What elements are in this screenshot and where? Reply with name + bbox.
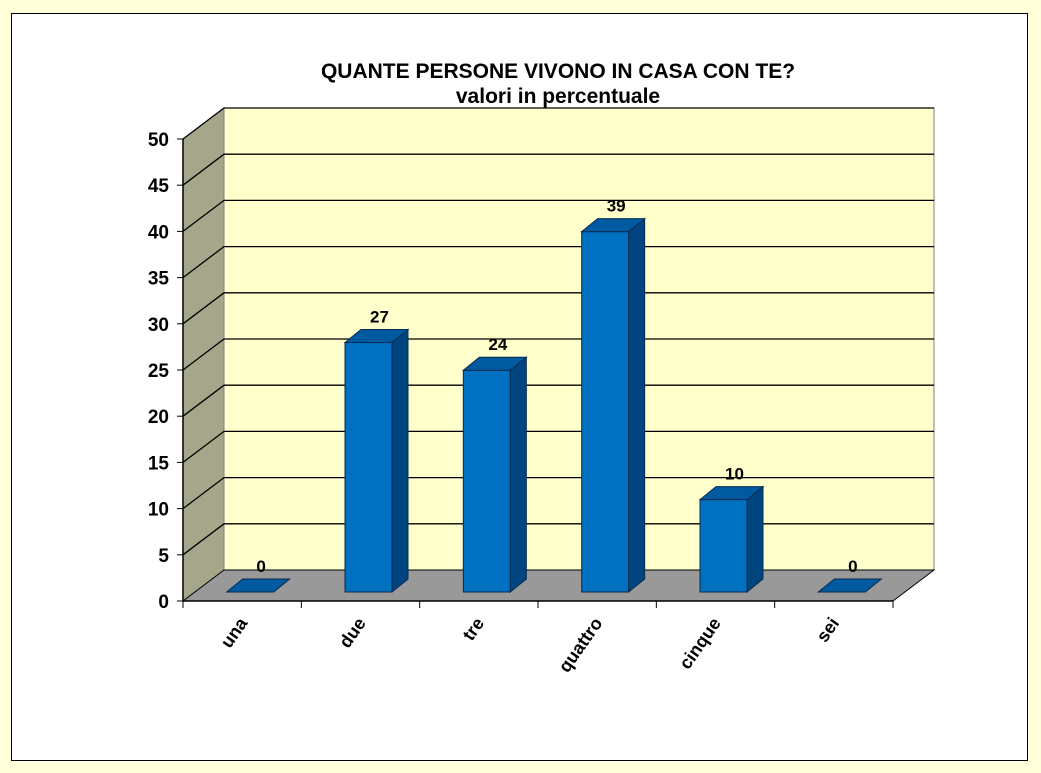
x-tick-label: quattro (554, 614, 606, 676)
bar-front (699, 499, 748, 593)
x-tick-label: sei (812, 614, 843, 646)
gridline (182, 523, 934, 556)
data-label: 10 (725, 465, 744, 484)
y-tick-label: 50 (148, 130, 169, 151)
bar-top (580, 218, 647, 233)
floor (181, 569, 936, 602)
gridline (182, 107, 934, 140)
bar-top (461, 356, 528, 371)
x-tick-label: tre (459, 614, 489, 644)
data-label: 39 (607, 197, 626, 216)
gridline (182, 384, 934, 417)
y-tick-label: 25 (148, 361, 170, 382)
data-label: 0 (848, 557, 857, 576)
y-tick-label: 10 (148, 500, 169, 521)
data-label: 24 (488, 335, 507, 354)
gridline (182, 476, 934, 510)
bar-side (391, 328, 409, 594)
bar-top (816, 578, 883, 593)
bar-top (343, 329, 410, 344)
y-tick-label: 40 (148, 222, 169, 243)
y-tick-label: 0 (158, 592, 169, 613)
chart-subtitle: valori in percentuale (456, 85, 660, 108)
gridline (182, 153, 934, 186)
bar-top (698, 486, 765, 501)
x-tick-label: cinque (675, 614, 725, 673)
gridline (182, 338, 934, 371)
x-tick-label: una (217, 613, 252, 651)
bar-side (746, 485, 764, 594)
plot-area: 0 5 10 15 20 25 30 35 40 45 50 0 una 27 due 24 tre 39 quat… (148, 106, 936, 676)
bar-front (581, 231, 630, 593)
y-tick-label: 30 (148, 315, 169, 336)
gridline (182, 292, 934, 325)
y-tick-label: 35 (148, 269, 170, 290)
bar-side (628, 217, 646, 594)
bar-front (462, 369, 511, 593)
gridline (182, 430, 934, 463)
data-label: 0 (256, 557, 265, 576)
gridline (182, 199, 934, 232)
x-tick-label: due (335, 614, 370, 652)
bar-side (509, 356, 527, 594)
bar-front (344, 342, 393, 593)
y-tick-label: 15 (148, 453, 170, 474)
bar-top (225, 578, 292, 593)
y-tick-label: 45 (148, 176, 170, 197)
gridline (182, 245, 934, 279)
y-tick-label: 5 (158, 546, 169, 567)
y-tick-label: 20 (148, 407, 169, 428)
chart-title: QUANTE PERSONE VIVONO IN CASA CON TE? (321, 60, 795, 83)
data-label: 27 (370, 308, 389, 327)
